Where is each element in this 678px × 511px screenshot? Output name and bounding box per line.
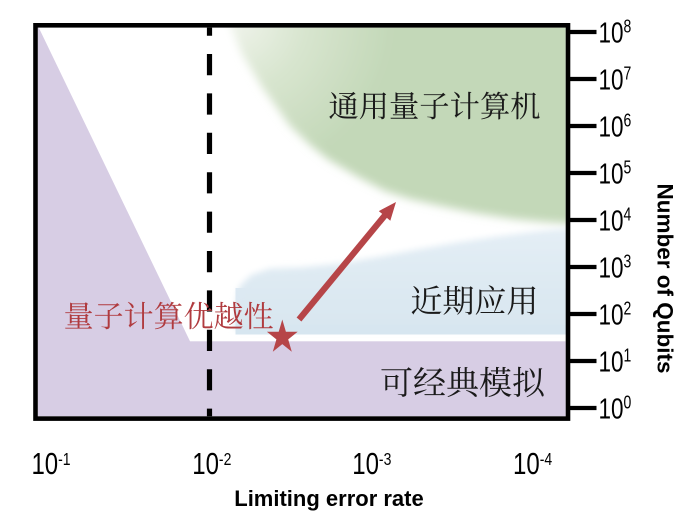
svg-text:Limiting error rate: Limiting error rate	[234, 486, 423, 511]
svg-text:106: 106	[599, 110, 632, 144]
svg-text:108: 108	[599, 16, 632, 50]
svg-text:Number of Qubits: Number of Qubits	[653, 184, 678, 374]
svg-text:10-1: 10-1	[31, 447, 70, 481]
